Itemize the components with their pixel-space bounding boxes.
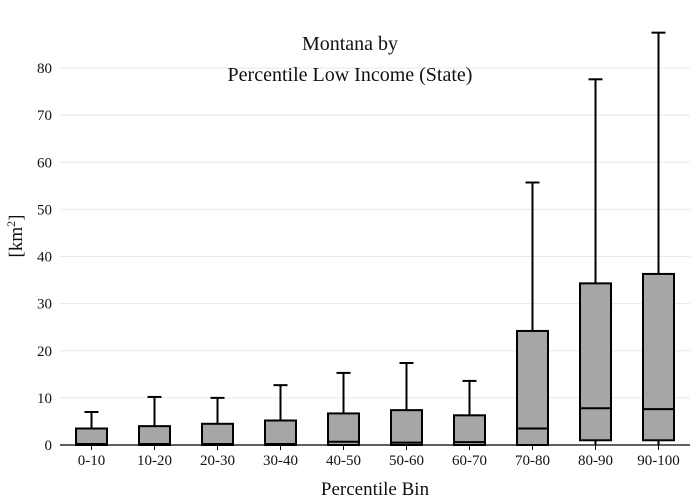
y-axis-title-superscript: 2 xyxy=(4,221,18,227)
x-tick-label: 60-70 xyxy=(452,453,487,469)
box-body xyxy=(453,414,486,446)
x-tick-label: 70-80 xyxy=(515,453,550,469)
x-tick-label: 80-90 xyxy=(578,453,613,469)
y-tick-label: 80 xyxy=(37,61,52,77)
y-tick-label: 50 xyxy=(37,202,52,218)
x-tick-label: 40-50 xyxy=(326,453,361,469)
y-tick-label: 60 xyxy=(37,155,52,171)
box-group xyxy=(642,31,675,445)
box-body xyxy=(516,329,549,446)
y-tick-label: 20 xyxy=(37,344,52,360)
box-group xyxy=(579,78,612,445)
box-body xyxy=(390,409,423,447)
x-tick-label: 90-100 xyxy=(637,453,680,469)
box-group xyxy=(516,181,549,446)
box-body xyxy=(327,412,360,446)
x-tick-label: 10-20 xyxy=(137,453,172,469)
y-tick-label: 70 xyxy=(37,108,52,124)
y-axis-title: [km2] xyxy=(4,215,27,258)
gridlines xyxy=(60,67,690,399)
y-axis-title-main: [km xyxy=(6,227,27,258)
x-axis-title: Percentile Bin xyxy=(321,479,430,500)
x-tick-label: 30-40 xyxy=(263,453,298,469)
chart-title-line1: Montana by xyxy=(302,33,398,55)
y-tick-label: 10 xyxy=(37,391,52,407)
box-body xyxy=(642,272,675,442)
box-group xyxy=(264,384,297,446)
box-body xyxy=(264,419,297,446)
y-axis-title-close: ] xyxy=(6,215,27,221)
y-tick-label: 0 xyxy=(45,438,53,454)
box-series xyxy=(75,31,675,447)
y-tick-label: 40 xyxy=(37,250,52,266)
box-group xyxy=(201,396,234,447)
x-tick-label: 50-60 xyxy=(389,453,424,469)
x-tick-label: 20-30 xyxy=(200,453,235,469)
box-body xyxy=(201,422,234,447)
box-body xyxy=(75,427,108,447)
box-group xyxy=(327,371,360,446)
box-body xyxy=(579,282,612,442)
x-axis: 0-10 10-20 20-30 30-40 40-50 50-60 60-70 70-80 8… xyxy=(78,445,680,469)
box-group xyxy=(453,379,486,446)
x-tick-label: 0-10 xyxy=(78,453,106,469)
y-tick-label: 30 xyxy=(37,297,52,313)
box-group xyxy=(390,362,423,447)
box-group xyxy=(75,411,108,447)
y-axis: 0 10 20 30 40 50 60 70 80 xyxy=(37,61,52,454)
box-group xyxy=(138,395,171,446)
box-body xyxy=(138,425,171,446)
chart-title-line2: Percentile Low Income (State) xyxy=(228,64,473,86)
